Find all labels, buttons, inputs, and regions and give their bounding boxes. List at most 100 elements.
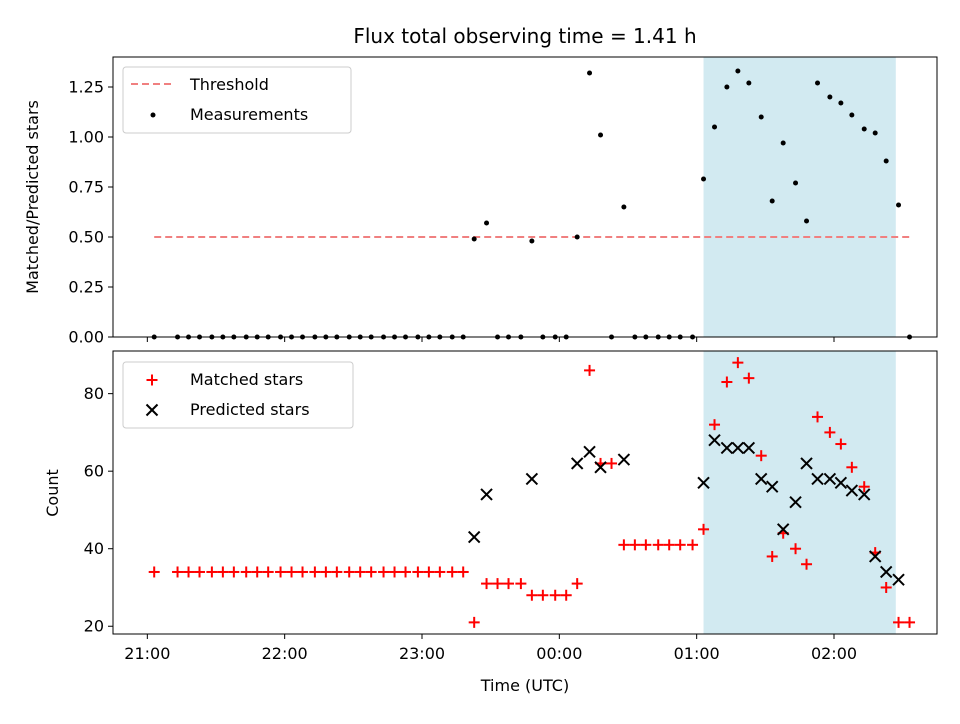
matched-star-point	[584, 364, 596, 376]
matched-star-point	[331, 566, 343, 578]
matched-star-point	[275, 566, 287, 578]
bottom-axes-frame	[112, 350, 938, 635]
predicted-star-point	[570, 457, 584, 470]
x-tick-label: 22:00	[262, 644, 308, 663]
predicted-star-point-b	[480, 488, 493, 501]
top-legend: Threshold Measurements	[122, 66, 352, 134]
predicted-star-point-b	[697, 476, 710, 490]
predicted-star-point-b	[800, 457, 813, 470]
predicted-star-point	[879, 565, 893, 579]
measurement-point	[838, 100, 844, 106]
matched-star-point	[206, 566, 218, 578]
predicted-star-point	[789, 495, 802, 509]
bottom-legend: Matched stars Predicted stars	[122, 361, 354, 429]
measurement-point	[758, 114, 764, 120]
matched-star-point	[172, 566, 184, 578]
measurement-point	[883, 158, 889, 164]
measurement-point	[769, 198, 775, 204]
predicted-star-point-b	[594, 461, 607, 474]
x-tick-label: 21:00	[124, 644, 170, 663]
predicted-star-point-b	[811, 472, 824, 486]
measurement-point	[746, 80, 752, 86]
x-tick-label: 00:00	[536, 644, 582, 663]
legend-predicted-label: Predicted stars	[190, 400, 310, 419]
matched-star-point	[687, 539, 699, 551]
predicted-star-point	[467, 530, 481, 544]
predicted-star-point-b	[525, 472, 539, 486]
predicted-star-point	[708, 433, 721, 447]
x-axis-label: Time (UTC)	[480, 676, 569, 695]
matched-star-point	[846, 461, 858, 473]
matched-star-point	[389, 566, 401, 578]
chart-title: Flux total observing time = 1.41 h	[353, 24, 696, 48]
matched-star-point	[481, 578, 493, 590]
matched-star-point	[492, 578, 504, 590]
predicted-star-point	[594, 461, 607, 474]
matched-star-point	[457, 566, 469, 578]
matched-star-point	[743, 372, 755, 384]
matched-star-point	[309, 566, 321, 578]
measurement-point	[896, 202, 902, 208]
x-tick-label: 23:00	[399, 644, 445, 663]
matched-star-point	[240, 566, 252, 578]
top-y-axis-label: Matched/Predicted stars	[23, 100, 42, 294]
matched-star-point	[446, 566, 458, 578]
measurement-point	[484, 220, 490, 226]
matched-star-point	[801, 558, 813, 570]
predicted-star-point-b	[776, 523, 790, 536]
measurement-point	[621, 204, 627, 210]
measurement-point	[529, 238, 535, 244]
matched-star-point	[286, 566, 298, 578]
bottom-legend-frame	[122, 361, 354, 429]
predicted-star-point-b	[765, 480, 779, 493]
bottom-y-tick-label: 20	[84, 617, 104, 636]
matched-star-point	[537, 589, 549, 601]
matched-star-point	[148, 566, 160, 578]
matched-star-point	[354, 566, 366, 578]
matched-star-point	[297, 566, 309, 578]
measurement-point	[701, 176, 707, 182]
predicted-star-point	[834, 476, 848, 490]
legend-matched-label: Matched stars	[190, 370, 303, 389]
predicted-star-point	[811, 472, 824, 486]
predicted-star-point	[731, 441, 745, 455]
top-y-tick-label: 1.00	[68, 128, 104, 147]
predicted-star-point-b	[583, 445, 596, 459]
bottom-y-tick-label: 80	[84, 384, 104, 403]
matched-star-point	[755, 450, 767, 462]
legend-measurements-swatch	[150, 112, 156, 118]
matched-star-point	[709, 419, 721, 431]
top-y-tick-label: 0.50	[68, 228, 104, 247]
top-y-tick-label: 0.75	[68, 178, 104, 197]
matched-star-point	[228, 566, 240, 578]
bottom-y-tick-label: 40	[84, 539, 104, 558]
predicted-star-point-b	[720, 441, 734, 455]
matched-star-point	[629, 539, 641, 551]
predicted-star-point-b	[858, 488, 871, 501]
predicted-star-point-b	[823, 472, 837, 486]
predicted-star-point-b	[834, 476, 848, 490]
matched-star-point	[434, 566, 446, 578]
predicted-star-point-b	[570, 457, 584, 470]
measurement-point	[804, 218, 810, 224]
measurement-point	[574, 234, 580, 240]
predicted-star-point	[617, 453, 631, 466]
predicted-star-point	[525, 472, 539, 486]
measurement-point	[872, 130, 878, 136]
matched-star-point	[674, 539, 686, 551]
bottom-y-tick-label: 60	[84, 462, 104, 481]
measurement-point	[587, 70, 593, 76]
measurement-point	[471, 236, 477, 242]
matched-star-point	[652, 539, 664, 551]
predicted-star-point-b	[755, 472, 768, 486]
matched-star-point	[606, 457, 618, 469]
top-legend-frame	[122, 66, 352, 134]
matched-star-point	[400, 566, 412, 578]
matched-star-point	[378, 566, 390, 578]
measurement-point	[793, 180, 799, 186]
predicted-star-point	[868, 550, 882, 563]
top-axes-frame	[112, 56, 938, 338]
predicted-star-point	[823, 472, 837, 486]
measurement-point	[735, 68, 741, 74]
